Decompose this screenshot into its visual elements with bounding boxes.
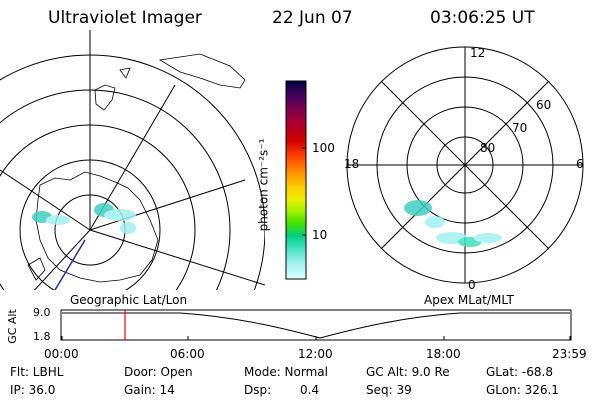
mlt-label-18: 18 [344, 157, 360, 171]
colorbar-unit-label: photon cm⁻²s⁻¹ [256, 138, 271, 232]
right-map-caption: Apex MLat/MLT [424, 293, 514, 307]
altitude-ymin: 1.8 [33, 330, 51, 343]
lat-label-60: 60 [536, 98, 552, 112]
altitude-ymax: 9.0 [33, 306, 51, 319]
mlt-label-12: 12 [470, 46, 486, 60]
time-label: 03:06:25 UT [430, 8, 535, 28]
colorbar-tick-100: 100 [312, 141, 335, 155]
xtick-1800: 18:00 [426, 347, 461, 361]
lat-label-70: 70 [512, 121, 528, 135]
info-mode: Mode: Normal [244, 365, 328, 379]
xtick-1200: 12:00 [298, 347, 333, 361]
app-title: Ultraviolet Imager [48, 8, 202, 28]
info-seq: Seq: 39 [366, 383, 412, 397]
geographic-map [0, 30, 265, 290]
info-door: Door: Open [124, 365, 193, 379]
info-flt: Flt: LBHL [10, 365, 64, 379]
xtick-0000: 00:00 [44, 347, 79, 361]
xtick-0600: 06:00 [170, 347, 205, 361]
info-dsp-value: 0.4 [300, 383, 320, 397]
colorbar-tick-10: 10 [312, 228, 328, 242]
info-glon: GLon: 326.1 [486, 383, 559, 397]
lat-label-80: 80 [480, 141, 496, 155]
info-gcalt: GC Alt: 9.0 Re [366, 365, 450, 379]
left-map-caption: Geographic Lat/Lon [70, 293, 188, 307]
altitude-ylabel: GC Alt [5, 309, 19, 344]
info-gain: Gain: 14 [124, 383, 175, 397]
mlt-label-0: 0 [468, 278, 476, 292]
info-glat: GLat: -68.8 [486, 365, 553, 379]
polar-mlt-map [346, 46, 584, 284]
info-ip: IP: 36.0 [10, 383, 56, 397]
color-bar [285, 80, 307, 280]
date-label: 22 Jun 07 [272, 8, 353, 28]
mlt-label-6: 6 [576, 157, 584, 171]
altitude-strip-plot [60, 309, 572, 341]
xtick-2359: 23:59 [552, 347, 587, 361]
info-dsp-label: Dsp: [244, 383, 272, 397]
